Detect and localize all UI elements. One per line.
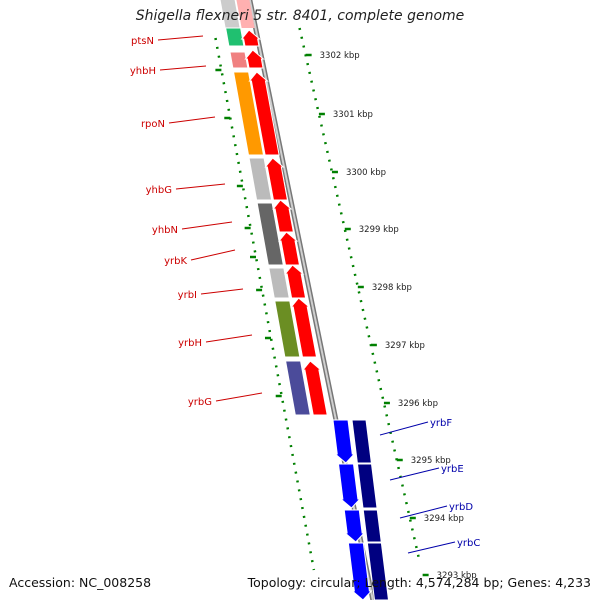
forward-gene-arrow (332, 419, 356, 464)
kbp-tick-label: 3294 kbp (424, 514, 464, 524)
gene-arrow-cropped (236, 0, 255, 28)
reverse-gene-arrow (290, 297, 318, 358)
reverse-gene-arrow (244, 49, 265, 69)
gene-leader-line (215, 392, 263, 402)
gene-label-yrbG: yrbG (188, 397, 212, 408)
kbp-tick-label: 3299 kbp (359, 225, 399, 235)
gene-label-rpoN: rpoN (141, 119, 165, 130)
map-title: Shigella flexneri 5 str. 8401, complete … (135, 8, 465, 24)
forward-gene-arrow (343, 509, 366, 543)
kbp-tick-label: 3302 kbp (320, 51, 360, 61)
gene-label-yhbN: yhbN (152, 225, 178, 236)
gene-label-yrbE: yrbE (441, 464, 464, 475)
category-block-rpoN (232, 71, 265, 156)
kbp-tick-label: 3300 kbp (346, 168, 386, 178)
category-block-yhbN (256, 202, 284, 266)
category-block-yhbG (248, 157, 273, 201)
gene-leader-line (379, 421, 429, 436)
gene-leader-line (205, 334, 253, 343)
kbp-tick-label: 3295 kbp (411, 456, 451, 466)
forward-gene-arrow (347, 542, 373, 601)
gene-leader-line (159, 65, 207, 71)
accession-label: Accession: NC_008258 (9, 575, 152, 590)
gene-label-ptsN: ptsN (131, 36, 154, 47)
kbp-tick-label: 3297 kbp (385, 341, 425, 351)
gene-label-yhbH: yhbH (130, 66, 156, 77)
kbp-tick-label: 3298 kbp (372, 283, 412, 293)
gene-leader-line (175, 183, 226, 190)
gene-label-yrbD: yrbD (449, 502, 473, 513)
gene-label-yrbK: yrbK (164, 256, 187, 267)
gene-leader-line (190, 249, 236, 261)
forward-category-block (362, 509, 382, 543)
gene-leader-line (399, 505, 448, 519)
gene-leader-line (181, 221, 233, 230)
gene-label-yrbF: yrbF (430, 418, 452, 429)
kbp-tick-label: 3296 kbp (398, 399, 438, 409)
gene-label-yhbG: yhbG (146, 185, 172, 196)
category-block-yrbI (268, 267, 290, 299)
category-block-yrbG (284, 360, 311, 416)
forward-category-block (356, 463, 378, 509)
kbp-tick-label: 3293 kbp (437, 571, 477, 581)
forward-gene-arrow (337, 463, 362, 509)
gene-leader-line (157, 35, 204, 41)
gene-leader-line (407, 541, 456, 554)
gene-leader-line (200, 288, 244, 295)
reverse-gene-arrow (240, 29, 262, 47)
category-block-yrbH (274, 300, 301, 358)
gene-leader-line (168, 116, 216, 124)
kbp-dotted-line (298, 27, 421, 561)
reverse-gene-arrow (301, 360, 328, 416)
gene-leader-line (389, 467, 440, 481)
category-block (220, 0, 240, 28)
gene-label-yrbI: yrbI (178, 290, 197, 301)
genome-stats-label: Topology: circular; Length: 4,574,284 bp… (247, 575, 591, 590)
inner-dotted-line (214, 37, 316, 571)
category-block-ptsN (225, 27, 245, 47)
gene-label-yrbC: yrbC (457, 538, 480, 549)
kbp-tick-label: 3301 kbp (333, 110, 373, 120)
category-block-yhbH (229, 51, 249, 69)
forward-category-block (351, 419, 372, 464)
reverse-gene-arrow (248, 71, 280, 156)
gene-label-yrbH: yrbH (178, 338, 202, 349)
